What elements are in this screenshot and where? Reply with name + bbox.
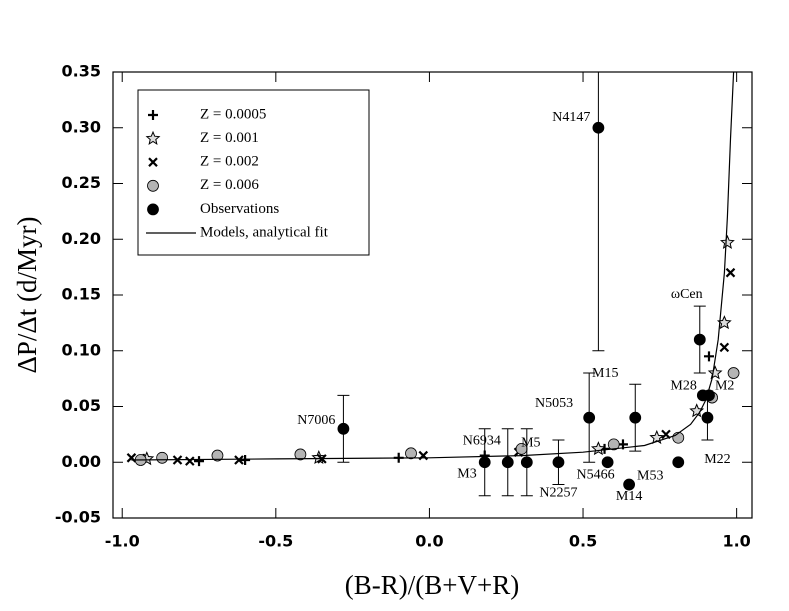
circle-marker: [147, 179, 159, 192]
model-fit-line: [131, 72, 735, 461]
cross-marker: [725, 267, 736, 278]
circle-marker: [211, 449, 224, 462]
cross-marker: [185, 456, 195, 466]
y-tick-label: 0.25: [62, 173, 101, 192]
circle-marker: [701, 411, 714, 424]
point-label: N5053: [535, 396, 573, 411]
star-marker: [590, 441, 606, 456]
point-label: N6934: [463, 433, 501, 448]
plus-marker: [240, 455, 251, 466]
x-tick-label: 0.5: [569, 532, 597, 551]
x-tick-label: -0.5: [258, 532, 293, 551]
plus-marker: [703, 351, 714, 362]
circle-marker: [601, 456, 614, 469]
y-tick-label: -0.05: [55, 508, 101, 527]
circle-marker: [501, 456, 514, 469]
y-tick-label: 0.00: [62, 452, 101, 471]
cross-marker: [148, 157, 158, 167]
point-label: M28: [670, 379, 696, 394]
point-label: M22: [704, 452, 730, 467]
point-label: M5: [521, 435, 540, 450]
circle-marker: [592, 121, 605, 134]
point-label: N2257: [539, 485, 577, 500]
circle-marker: [607, 438, 620, 451]
y-tick-label: 0.05: [62, 396, 101, 415]
point-label: M53: [637, 468, 663, 483]
cross-marker: [234, 455, 244, 465]
circle-marker: [623, 478, 636, 491]
legend-label: Z = 0.001: [200, 130, 259, 146]
point-label: N4147: [552, 110, 590, 125]
y-tick-label: 0.10: [62, 340, 101, 359]
star-marker: [719, 234, 735, 249]
legend-label: Z = 0.0005: [200, 106, 266, 122]
circle-marker: [520, 456, 533, 469]
circle-marker: [337, 422, 350, 435]
circle-marker: [629, 411, 642, 424]
circle-marker: [405, 447, 417, 460]
circle-marker: [583, 411, 596, 424]
x-axis-label: (B-R)/(B+V+R): [345, 570, 519, 600]
circle-marker: [552, 456, 565, 469]
point-label: N7006: [297, 413, 335, 428]
legend-label: Z = 0.006: [200, 177, 259, 193]
y-axis-label: ΔP/Δt (d/Myr): [12, 217, 42, 374]
plus-marker: [148, 110, 158, 120]
plot-area: [126, 72, 740, 497]
x-tick-label: -1.0: [105, 532, 140, 551]
legend-label: Observations: [200, 201, 279, 217]
cross-marker: [719, 342, 730, 353]
circle-marker: [294, 448, 307, 461]
circle-marker: [727, 367, 740, 379]
legend-label: Z = 0.002: [200, 154, 259, 170]
star-marker: [707, 365, 723, 380]
circle-marker: [672, 456, 685, 469]
point-label: M2: [715, 379, 734, 394]
point-label: M3: [457, 466, 476, 481]
plus-marker: [194, 456, 205, 467]
x-tick-label: 0.0: [415, 532, 443, 551]
legend-label: Models, analytical fit: [200, 224, 329, 240]
y-tick-label: 0.30: [62, 117, 101, 136]
circle-marker: [147, 203, 159, 216]
legend-box: [137, 89, 370, 256]
y-tick-label: 0.15: [62, 285, 101, 304]
circle-marker: [478, 456, 491, 469]
circle-marker: [156, 451, 169, 464]
error-bar: [592, 72, 605, 352]
y-tick-label: 0.35: [62, 62, 101, 81]
circle-marker: [693, 333, 706, 346]
point-label: M15: [592, 366, 618, 381]
y-tick-label: 0.20: [62, 229, 101, 248]
star-marker: [145, 130, 161, 145]
point-label: M14: [616, 489, 642, 504]
point-label: ωCen: [671, 287, 703, 302]
x-tick-label: 1.0: [722, 532, 750, 551]
point-label: N5466: [577, 467, 615, 482]
